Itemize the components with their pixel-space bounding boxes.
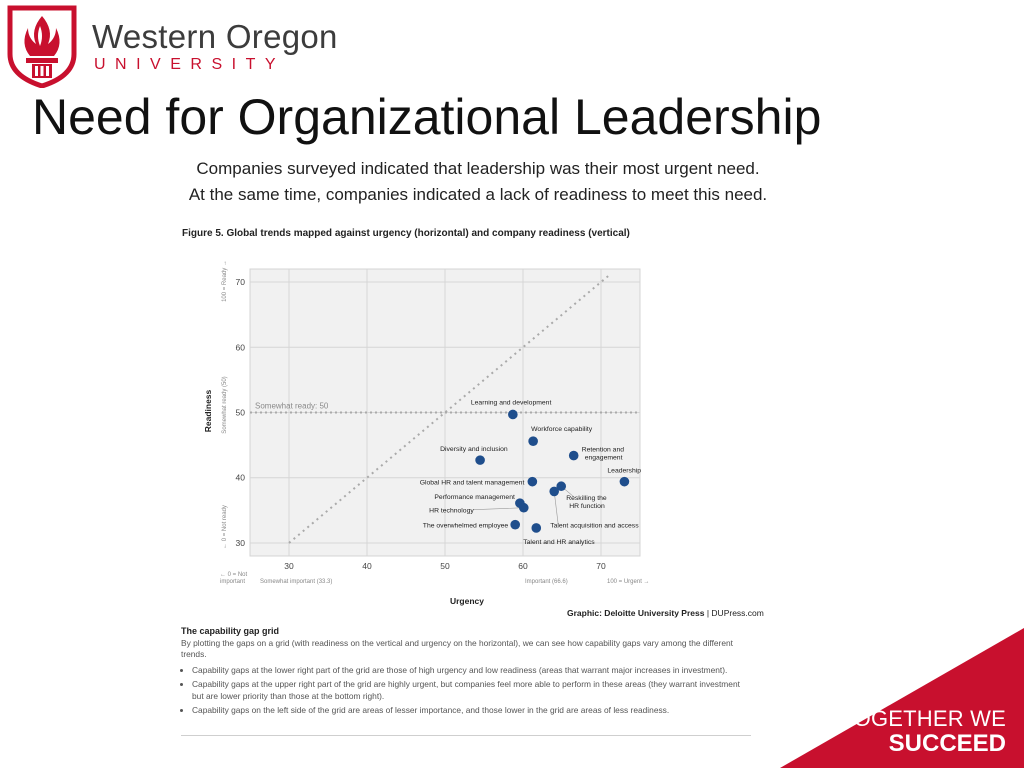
point-label: Workforce capability — [531, 426, 593, 433]
credit-source: Graphic: Deloitte University Press — [567, 608, 705, 618]
data-point — [510, 519, 520, 530]
y-tick-label: 60 — [236, 342, 246, 352]
data-point — [508, 409, 518, 420]
note-bullet: Capability gaps at the lower right part … — [192, 665, 751, 677]
point-labels: Learning and development Workforce capabi… — [420, 399, 642, 545]
point-label: Talent acquisition and access — [550, 522, 639, 529]
note-bullet: Capability gaps at the upper right part … — [192, 679, 751, 702]
note-divider — [181, 735, 751, 736]
point-label: Talent and HR analytics — [523, 539, 595, 546]
point-label: Global HR and talent management — [420, 480, 525, 487]
logo-wordmark: Western Oregon — [92, 18, 338, 55]
slide-title: Need for Organizational Leadership — [32, 89, 822, 145]
note-bullets: Capability gaps at the lower right part … — [181, 665, 751, 717]
x-sublabel-not: ← 0 = Not — [220, 572, 248, 578]
leader-line — [473, 507, 524, 511]
note-intro: By plotting the gaps on a grid (with rea… — [181, 637, 733, 660]
x-axis-title: Urgency — [450, 596, 484, 606]
y-tick-label: 40 — [236, 473, 246, 483]
data-point — [528, 436, 538, 446]
slide-subtitle-line1: Companies surveyed indicated that leader… — [196, 159, 760, 178]
y-tick-label: 50 — [236, 408, 246, 418]
x-tick-label: 70 — [596, 561, 606, 571]
y-axis-ticks: 30 40 50 60 70 — [236, 277, 246, 548]
slide-subtitle-line2: At the same time, companies indicated a … — [188, 185, 768, 204]
point-label: Learning and development — [471, 399, 552, 406]
data-points — [475, 409, 630, 533]
scatter-chart: Somewhat ready: 50 30 40 50 60 70 30 40 50 60 70… — [203, 260, 650, 606]
point-label: Performance management — [434, 494, 515, 501]
note-bullet: Capability gaps on the left side of the … — [192, 705, 751, 717]
y-axis-title: Readiness — [203, 389, 213, 432]
figure-title: Figure 5. Global trends mapped against u… — [182, 228, 630, 239]
brand-line2: SUCCEED — [888, 730, 1006, 757]
x-sublabel-urgent: 100 = Urgent → — [607, 579, 650, 585]
figure-caption: Global trends mapped against urgency (ho… — [226, 228, 630, 239]
y-sublabel-ready: 100 = Ready → — [222, 260, 228, 302]
torch-shield-icon — [7, 5, 77, 88]
x-axis-ticks: 30 40 50 60 70 — [284, 561, 606, 571]
somewhat-ready-label: Somewhat ready: 50 — [255, 402, 329, 411]
x-tick-label: 40 — [362, 561, 372, 571]
figure-number: Figure 5. — [182, 228, 224, 239]
leader-line — [553, 491, 559, 525]
point-label: Leadership — [607, 468, 641, 475]
data-point — [527, 476, 538, 487]
data-point — [549, 486, 559, 497]
x-sublabel-important-66: Important (66.6) — [525, 579, 568, 585]
data-point — [518, 502, 529, 513]
x-sublabel-important: important — [220, 579, 245, 585]
brand-red-shape — [780, 628, 1024, 768]
point-label: Retention and engagement — [582, 447, 625, 462]
y-sublabel-somewhat: Somewhat ready (50) — [222, 376, 228, 433]
point-label-line: engagement — [585, 455, 623, 462]
together-we-succeed-banner: TOGETHER WE SUCCEED — [774, 628, 1024, 768]
data-point — [475, 455, 485, 465]
x-tick-label: 60 — [518, 561, 528, 571]
point-label: HR technology — [429, 508, 474, 515]
y-tick-label: 30 — [236, 538, 246, 548]
y-sublabel-not-ready: ← 0 = Not ready — [222, 505, 228, 549]
credit-site: | DUPress.com — [706, 608, 764, 618]
y-tick-label: 70 — [236, 277, 246, 287]
data-point — [568, 450, 579, 461]
x-tick-label: 50 — [440, 561, 450, 571]
data-point — [556, 481, 567, 492]
brand-line1: TOGETHER WE — [840, 706, 1006, 731]
point-label: Diversity and inclusion — [440, 446, 508, 453]
x-tick-label: 30 — [284, 561, 294, 571]
figure-credit: Graphic: Deloitte University Press | DUP… — [567, 608, 764, 618]
university-logo: Western Oregon UNIVERSITY — [6, 4, 346, 88]
data-point — [531, 523, 542, 533]
point-label-line: Retention and — [582, 447, 625, 454]
point-label: The overwhelmed employee — [423, 523, 509, 530]
logo-subtitle: UNIVERSITY — [94, 56, 286, 73]
note-title: The capability gap grid — [181, 626, 280, 636]
data-point — [619, 476, 630, 487]
point-label-line: Reskilling the — [566, 495, 607, 502]
capability-gap-note: The capability gap grid By plotting the … — [181, 626, 751, 720]
x-sublabel-somewhat: Somewhat important (33.3) — [260, 579, 332, 585]
point-label-line: HR function — [569, 503, 605, 510]
point-label: Reskilling the HR function — [566, 495, 607, 510]
